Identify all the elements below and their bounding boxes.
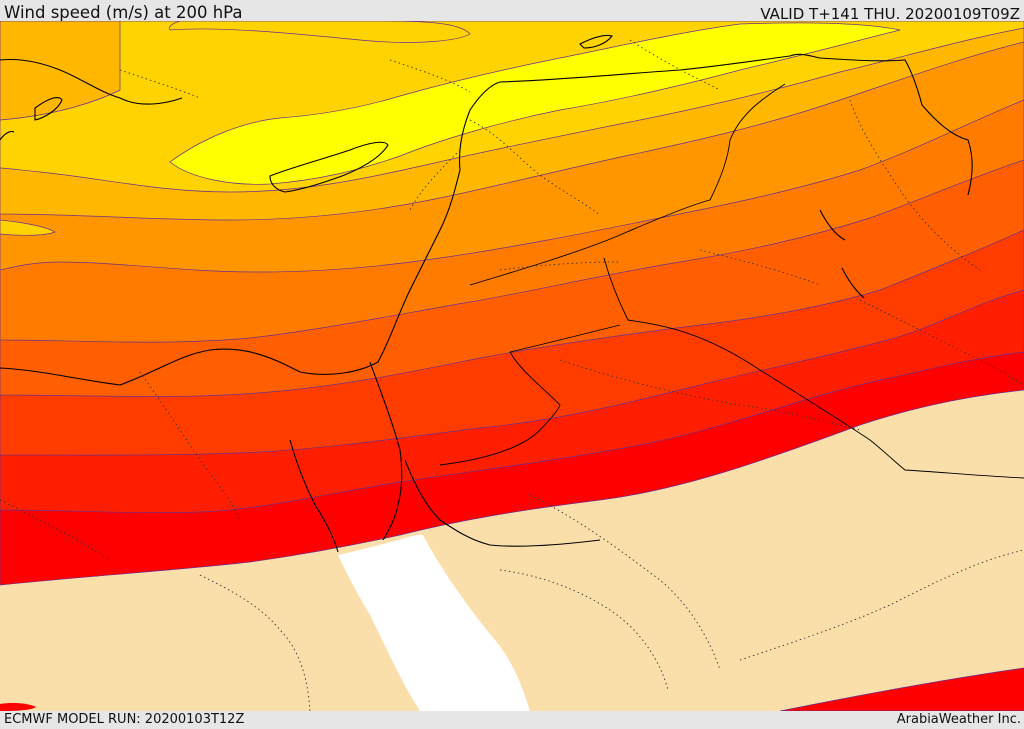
coastlines	[0, 34, 973, 553]
admin-boundaries	[0, 39, 1024, 711]
contour-band-1	[169, 22, 901, 185]
contour-band-south	[779, 667, 1024, 711]
political-borders	[439, 83, 1024, 479]
contour-band-edge-w	[0, 219, 56, 236]
red-sea	[338, 534, 530, 711]
valid-time-label: VALID T+141 THU. 20200109T09Z	[760, 5, 1020, 23]
wind-speed-map	[0, 21, 1024, 711]
contour-band-sw	[0, 703, 36, 711]
map-title: Wind speed (m/s) at 200 hPa	[4, 3, 243, 22]
contour-band-1b	[168, 21, 471, 43]
credit-label: ArabiaWeather Inc.	[896, 712, 1021, 727]
model-run-label: ECMWF MODEL RUN: 20200103T12Z	[4, 712, 245, 727]
